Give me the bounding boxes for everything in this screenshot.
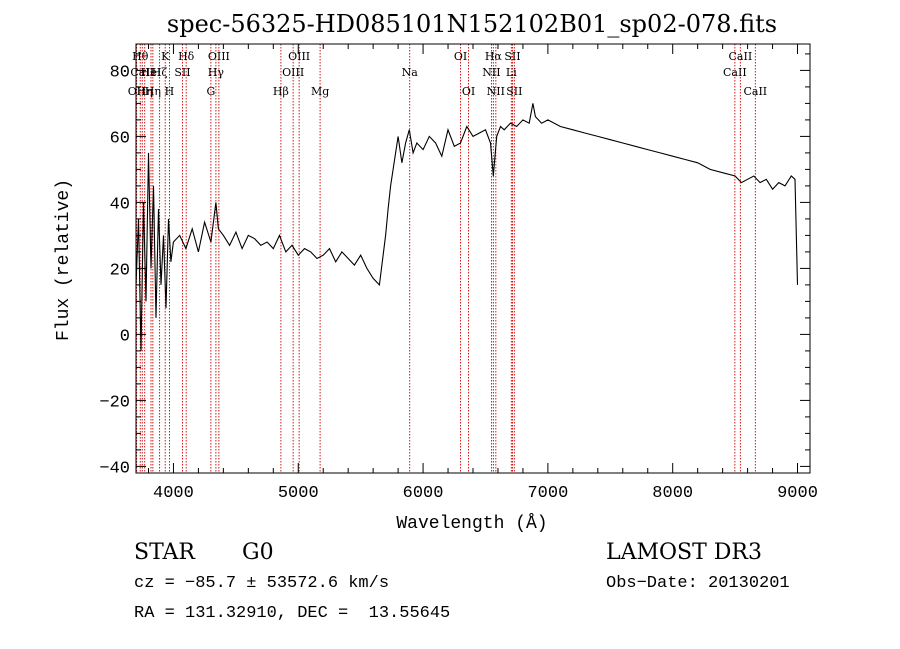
- chart-title: spec-56325-HD085101N152102B01_sp02-078.f…: [167, 10, 777, 38]
- line-label-28: CaII: [729, 50, 753, 63]
- line-label-27: CaII: [723, 66, 747, 79]
- line-label-23: NII: [487, 85, 505, 98]
- x-tick-label-4: 8000: [652, 484, 693, 503]
- line-label-6: Hζ: [152, 66, 168, 79]
- flux-series-line: [135, 103, 799, 351]
- line-label-5: Hη: [145, 85, 161, 98]
- line-label-22: Hα: [485, 50, 503, 63]
- line-label-29: CaII: [743, 85, 767, 98]
- x-tick-label-2: 6000: [403, 484, 444, 503]
- line-label-25: SII: [504, 50, 520, 63]
- line-label-24: Li: [506, 66, 517, 79]
- line-label-10: Hδ: [178, 50, 195, 63]
- x-axis-label: Wavelength (Å): [396, 513, 547, 534]
- line-label-16: OIII: [288, 50, 310, 63]
- redshift-readout: cz = −85.7 ± 53572.6 km/s: [134, 574, 390, 593]
- x-tick-label-5: 9000: [777, 484, 818, 503]
- y-tick-label-2: 0: [120, 327, 130, 346]
- line-label-3: Hη: [137, 85, 153, 98]
- x-tick-label-1: 5000: [278, 484, 319, 503]
- line-label-17: Mg: [311, 85, 329, 98]
- y-tick-label-1: −20: [99, 393, 130, 412]
- line-label-14: Hβ: [273, 85, 289, 98]
- line-label-12: Hγ: [208, 66, 225, 79]
- line-label-4: HeI: [141, 66, 161, 79]
- line-label-19: OI: [454, 50, 467, 63]
- x-tick-label-0: 4000: [153, 484, 194, 503]
- x-axis-ticks: 4000 5000 6000 7000 8000 9000: [147, 44, 818, 503]
- plot-frame: [135, 43, 811, 474]
- line-label-18: Na: [402, 66, 419, 79]
- y-tick-label-0: −40: [99, 459, 130, 478]
- x-tick-label-3: 7000: [527, 484, 568, 503]
- y-axis-label: Flux (relative): [54, 179, 74, 341]
- emission-line-markers: [136, 44, 756, 473]
- line-label-7: K: [161, 50, 170, 63]
- line-label-21: NII: [482, 66, 500, 79]
- y-tick-label-6: 80: [110, 63, 130, 82]
- y-tick-label-4: 40: [110, 195, 130, 214]
- line-label-11: G: [206, 85, 215, 98]
- y-tick-label-5: 60: [110, 129, 130, 148]
- y-axis-ticks: −40 −20 0 20 40 60 80: [99, 53, 810, 478]
- y-tick-label-3: 20: [110, 261, 130, 280]
- line-label-26: SII: [506, 85, 522, 98]
- line-label-1: Hθ: [132, 50, 149, 63]
- line-label-9: SII: [174, 66, 190, 79]
- line-label-13: OIII: [208, 50, 230, 63]
- line-label-8: H: [165, 85, 175, 98]
- sky-coordinates: RA = 131.32910, DEC = 13.55645: [134, 604, 451, 623]
- object-subclass: G0: [242, 540, 274, 565]
- line-label-15: OIII: [282, 66, 304, 79]
- object-class: STAR: [134, 540, 195, 565]
- line-label-0: OII: [128, 85, 146, 98]
- observation-date: Obs−Date: 20130201: [606, 574, 790, 593]
- survey-name: LAMOST DR3: [606, 540, 762, 565]
- line-label-20: OI: [462, 85, 475, 98]
- emission-line-labels: OII Hθ CaII Hη HeI Hη Hζ K H SII Hδ G Hγ OIII Hβ OIII OI…: [128, 50, 767, 98]
